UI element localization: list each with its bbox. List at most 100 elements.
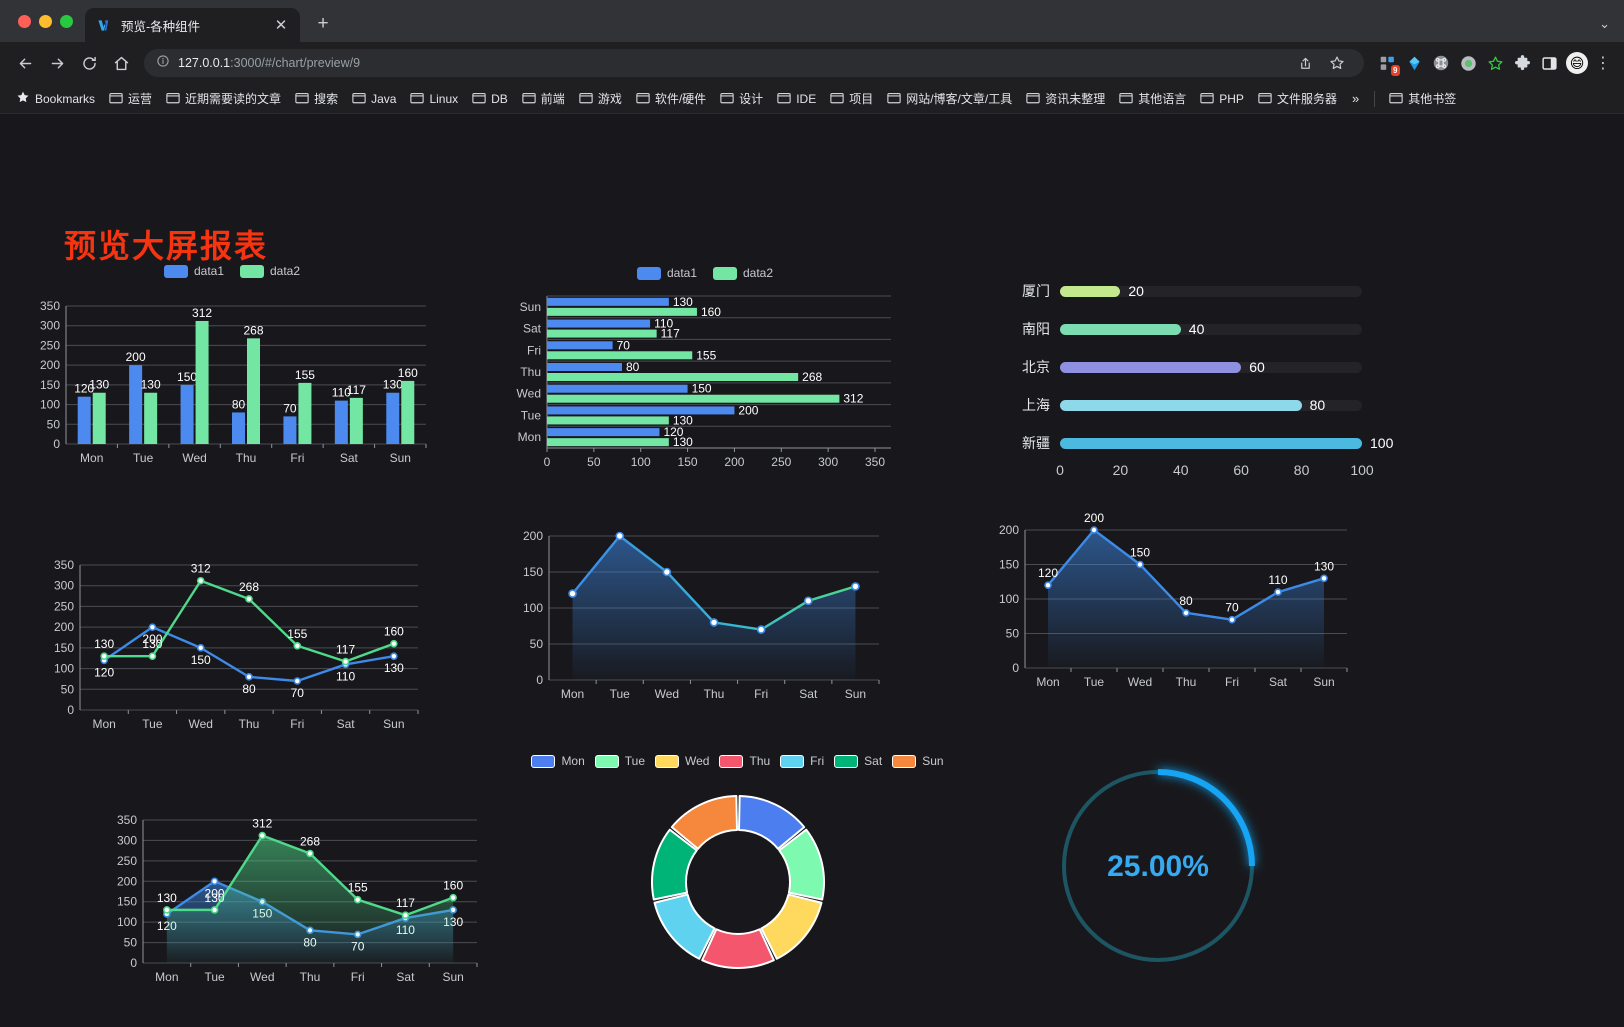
bookmark-folder[interactable]: 软件/硬件 (630, 87, 712, 110)
svg-text:300: 300 (40, 319, 60, 333)
extension-badge: 9 (1390, 65, 1400, 76)
diamond-icon[interactable] (1401, 50, 1427, 76)
info-circle-icon[interactable] (156, 54, 170, 73)
chart-line-gradient: 0 50 100 150 200 Mon Tue Wed Thu Fri Sat Sun (505, 514, 895, 729)
svg-text:Sat: Sat (396, 970, 415, 984)
legend-horizontal-bar-item[interactable]: data2 (713, 266, 773, 280)
bookmark-folder[interactable]: IDE (771, 88, 822, 110)
legend-donut-item[interactable]: Tue (594, 754, 645, 768)
svg-text:100: 100 (999, 592, 1019, 606)
chart-area-single: 0 50 100 150 200 Mon Tue Wed Thu Fri Sat Sun 120 200 1… (985, 502, 1365, 712)
bookmark-folder[interactable]: 运营 (103, 87, 158, 110)
legend-donut-item[interactable]: Thu (719, 754, 770, 768)
axis-tick-label: 20 (1112, 462, 1129, 478)
puzzle-icon[interactable] (1509, 50, 1535, 76)
bookmark-folder[interactable]: 网站/博客/文章/工具 (881, 87, 1018, 110)
close-icon[interactable]: ✕ (274, 16, 288, 34)
svg-text:Sun: Sun (442, 970, 463, 984)
legend-vertical-bar-item[interactable]: data2 (240, 264, 300, 278)
svg-text:130: 130 (142, 637, 162, 651)
svg-text:130: 130 (1314, 559, 1334, 573)
window-close-button[interactable] (18, 14, 31, 28)
svg-text:Wed: Wed (655, 687, 679, 701)
command-icon[interactable] (1428, 50, 1454, 76)
reload-icon[interactable] (74, 48, 104, 78)
bookmarks-overflow-icon[interactable]: » (1351, 91, 1360, 106)
axis-tick-label: 0 (1056, 462, 1064, 478)
browser-tab[interactable]: 预览-各种组件 ✕ (85, 8, 300, 42)
svg-text:130: 130 (94, 637, 114, 651)
axis-tick-label: 80 (1293, 462, 1310, 478)
city-label: 新疆 (1022, 435, 1050, 451)
bookmark-folder[interactable]: PHP (1194, 88, 1250, 110)
bookmark-folder[interactable]: 其他语言 (1113, 87, 1192, 110)
legend-donut-item[interactable]: Sun (892, 754, 944, 768)
bookmark-folder[interactable]: 项目 (824, 87, 879, 110)
back-icon[interactable] (10, 48, 40, 78)
folder-icon (1258, 91, 1272, 107)
svg-text:Thu: Thu (239, 717, 260, 731)
extensions-row: 9 (1374, 50, 1562, 76)
bookmark-folder-label: 资讯未整理 (1045, 92, 1106, 106)
chart-city-progress: 厦门 20 南阳 40 北京 60 上海 80 新疆 100 0 20 40 60 80 100 (1002, 272, 1393, 484)
legend-vertical-bar-item[interactable]: data1 (163, 264, 224, 278)
star-outline-green-icon[interactable] (1482, 50, 1508, 76)
bookmark-folder[interactable]: Java (346, 88, 402, 110)
legend-donut-item[interactable]: Wed (655, 754, 709, 768)
svg-text:80: 80 (1179, 594, 1193, 608)
bookmark-folder-label: 前端 (540, 92, 565, 106)
bookmark-folder[interactable]: 文件服务器 (1252, 87, 1343, 110)
svg-text:150: 150 (523, 565, 543, 579)
bookmark-folder[interactable]: Linux (404, 88, 464, 110)
star-icon[interactable] (1322, 48, 1352, 78)
new-tab-button[interactable]: + (317, 13, 329, 34)
other-bookmarks-folder[interactable]: 其他书签 (1383, 87, 1462, 110)
svg-text:Thu: Thu (704, 687, 725, 701)
legend-label: data2 (270, 264, 301, 278)
svg-text:250: 250 (54, 599, 74, 613)
tab-strip: 预览-各种组件 ✕ + ⌄ (0, 0, 1624, 42)
bookmarks-manager-entry[interactable]: Bookmarks (10, 87, 101, 110)
bookmark-folder[interactable]: 设计 (714, 87, 769, 110)
svg-text:Sun: Sun (1313, 675, 1334, 689)
svg-text:0: 0 (544, 455, 551, 469)
svg-text:120: 120 (1038, 566, 1058, 580)
folder-icon (1119, 91, 1133, 107)
bookmark-folder[interactable]: 搜索 (289, 87, 344, 110)
avatar[interactable]: 😄 (1564, 50, 1590, 76)
legend-donut-item[interactable]: Sat (834, 754, 882, 768)
svg-text:117: 117 (347, 383, 366, 397)
bookmark-folder[interactable]: 资讯未整理 (1020, 87, 1111, 110)
kebab-menu-icon[interactable]: ⋮ (1595, 55, 1611, 72)
city-progress-track: 40 (1060, 321, 1362, 337)
bookmark-folder[interactable]: 游戏 (573, 87, 628, 110)
share-icon[interactable] (1290, 48, 1320, 78)
circle-green-icon[interactable] (1455, 50, 1481, 76)
legend-horizontal-bar-item[interactable]: data1 (636, 266, 697, 280)
svg-text:250: 250 (771, 455, 791, 469)
home-icon[interactable] (106, 48, 136, 78)
window-maximize-button[interactable] (60, 14, 73, 28)
legend-label: data1 (193, 264, 224, 278)
address-bar[interactable]: 127.0.0.1:3000/#/chart/preview/9 (144, 49, 1364, 77)
extensions-grid-icon[interactable]: 9 (1374, 50, 1400, 76)
sidepanel-icon[interactable] (1536, 50, 1562, 76)
legend-donut-item[interactable]: Mon (531, 754, 585, 768)
svg-text:Wed: Wed (188, 717, 212, 731)
svg-text:Mon: Mon (155, 970, 178, 984)
city-label: 北京 (1022, 359, 1050, 375)
bookmark-folder[interactable]: 前端 (516, 87, 571, 110)
city-progress-fill (1060, 361, 1242, 373)
svg-text:Tue: Tue (610, 687, 631, 701)
legend-donut-item[interactable]: Fri (780, 754, 824, 768)
forward-icon[interactable] (42, 48, 72, 78)
bookmark-folder[interactable]: DB (466, 88, 514, 110)
svg-text:150: 150 (117, 895, 137, 909)
bookmark-folder[interactable]: 近期需要读的文章 (160, 87, 287, 110)
svg-text:100: 100 (54, 662, 74, 676)
chevron-down-icon[interactable]: ⌄ (1599, 16, 1610, 31)
svg-text:150: 150 (678, 455, 698, 469)
window-minimize-button[interactable] (39, 14, 52, 28)
city-progress-value: 80 (1309, 397, 1326, 413)
bookmark-folder-label: PHP (1219, 91, 1244, 106)
